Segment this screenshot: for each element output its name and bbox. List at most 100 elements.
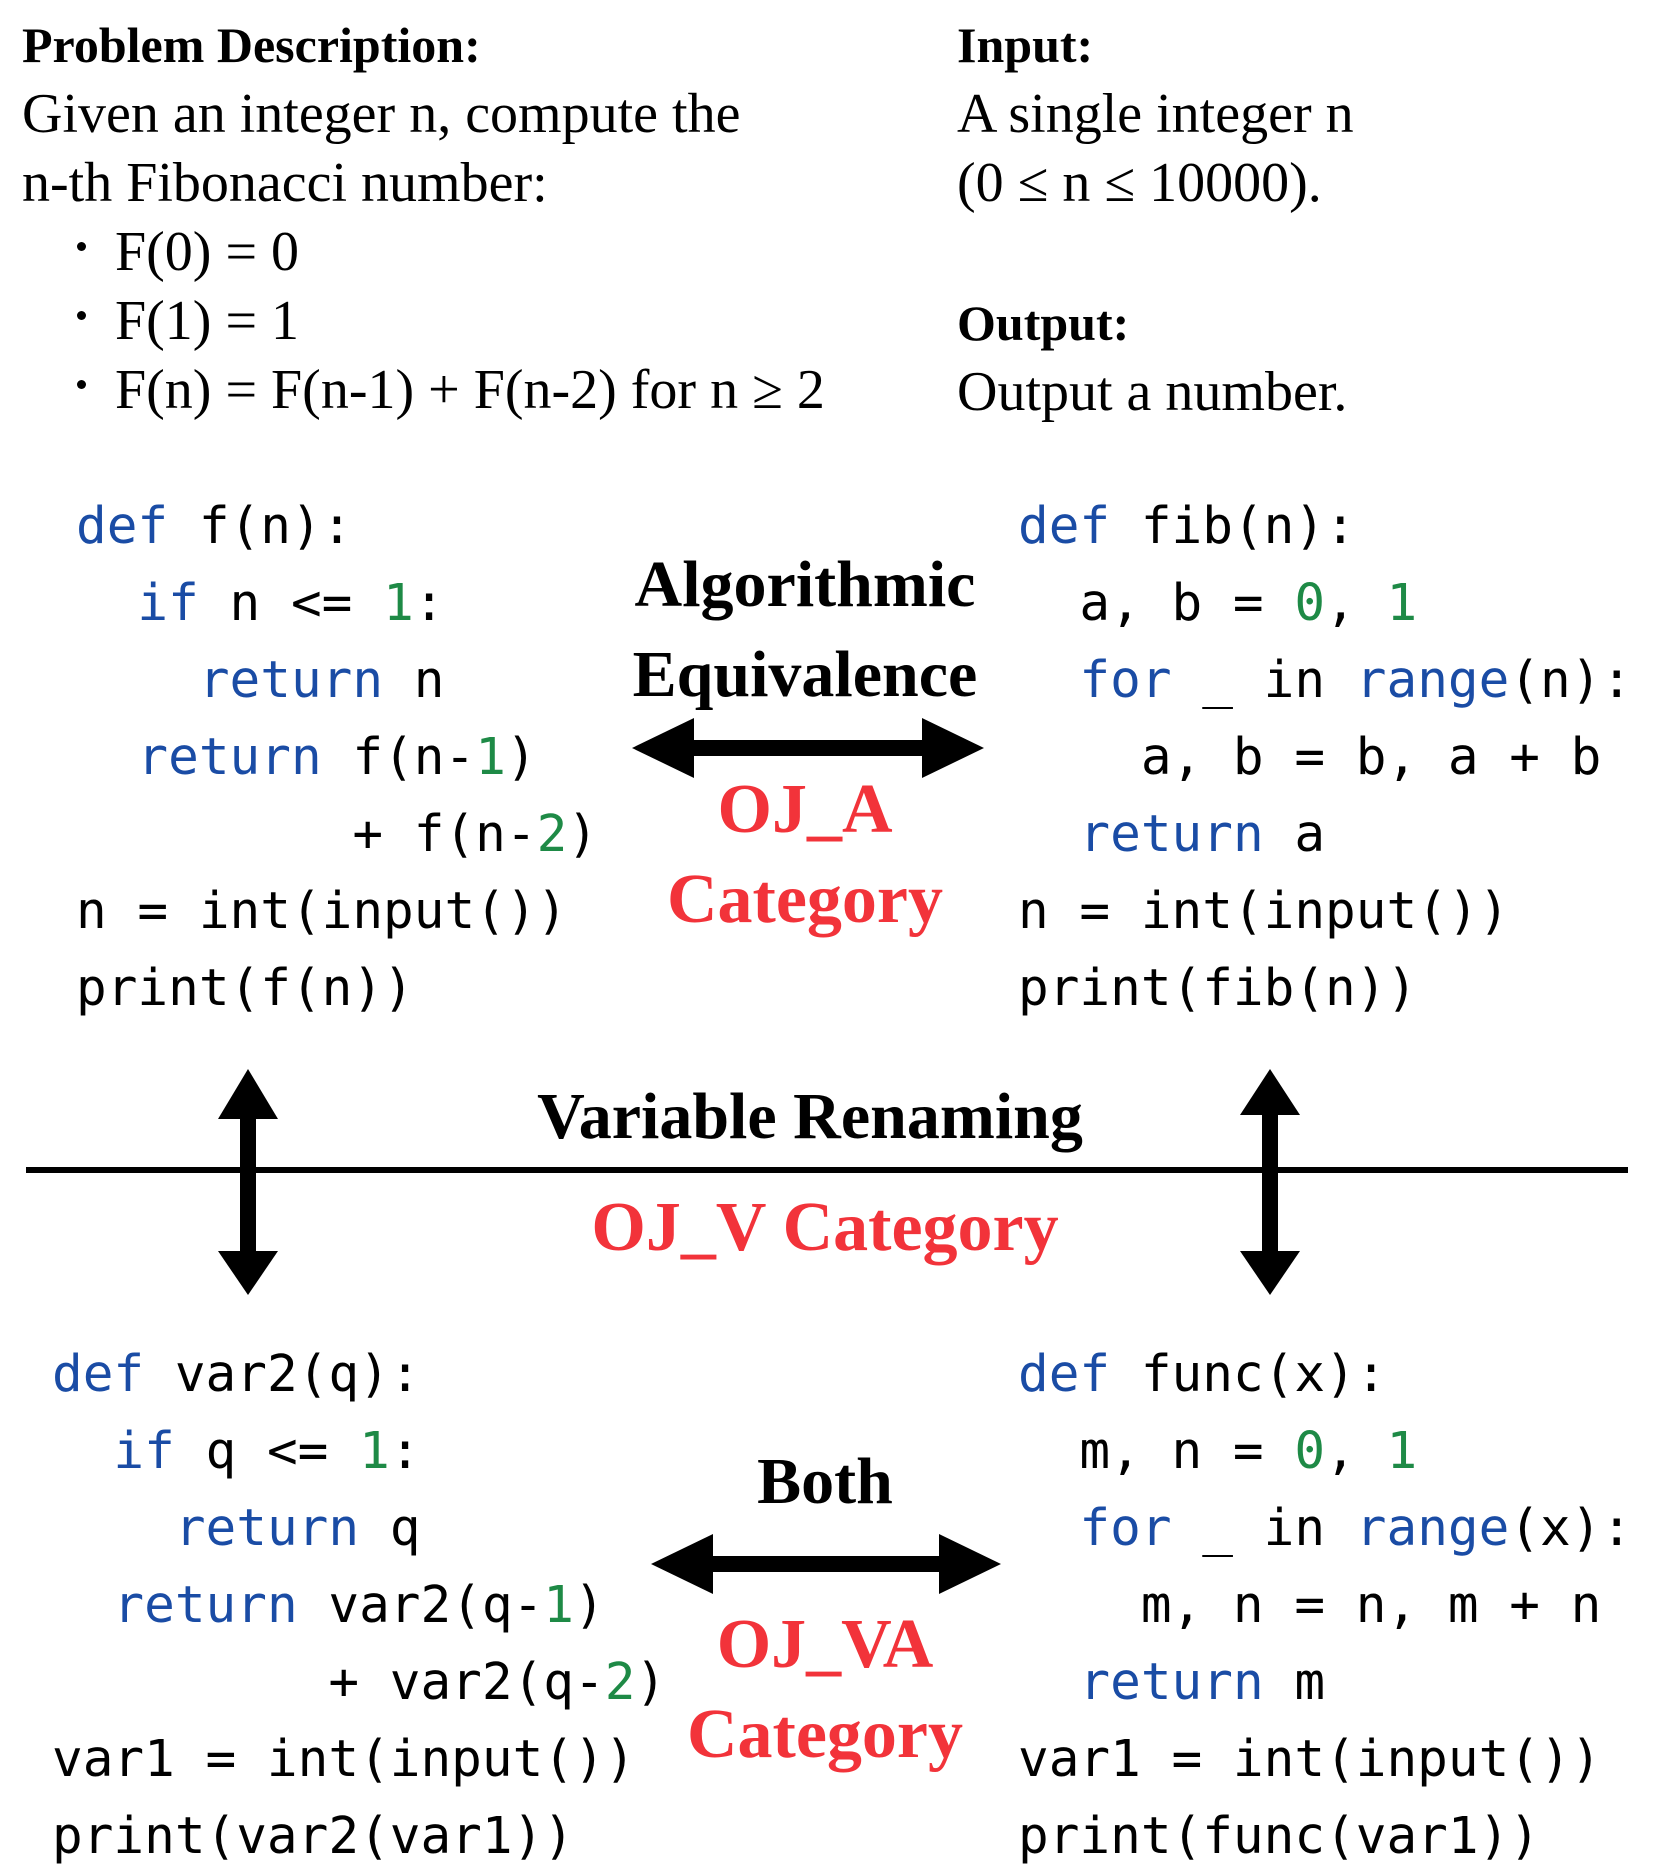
code-text: m, n = n, m + n bbox=[1018, 1576, 1602, 1635]
code-text: func(x): bbox=[1110, 1345, 1387, 1404]
code-keyword: def bbox=[76, 497, 169, 556]
code-line: print(f(n)) bbox=[76, 950, 598, 1027]
algorithmic-equivalence-label-group: Algorithmic Equivalence bbox=[600, 540, 1010, 720]
code-number: 1 bbox=[1386, 574, 1418, 633]
code-text: print(fib(n)) bbox=[1018, 959, 1418, 1018]
code-text: ) bbox=[574, 1576, 605, 1635]
code-line: var1 = int(input()) bbox=[52, 1721, 666, 1798]
code-line: m, n = 0, 1 bbox=[1018, 1413, 1632, 1490]
code-keyword: return bbox=[113, 1576, 298, 1635]
code-text: (n): bbox=[1509, 651, 1633, 710]
code-line: return f(n-1) bbox=[76, 719, 598, 796]
output-heading: Output: bbox=[957, 295, 1130, 351]
code-text: n bbox=[383, 651, 445, 710]
code-line: return q bbox=[52, 1490, 666, 1567]
code-number: 0 bbox=[1294, 574, 1326, 633]
code-text: : bbox=[389, 1422, 421, 1481]
divider-line bbox=[26, 1167, 1628, 1173]
code-line: print(fib(n)) bbox=[1018, 950, 1632, 1027]
code-text: ) bbox=[635, 1653, 667, 1712]
code-text: var1 = int(input()) bbox=[52, 1730, 636, 1789]
code-text: _ in bbox=[1171, 651, 1356, 710]
code-text: var1 = int(input()) bbox=[1018, 1730, 1602, 1789]
bullet-icon bbox=[77, 242, 86, 251]
oj-va-label-line-1: OJ_VA bbox=[716, 1606, 934, 1683]
code-line: def var2(q): bbox=[52, 1336, 666, 1413]
oj-a-label-line-2: Category bbox=[666, 861, 943, 938]
oj-va-label-line-2: Category bbox=[686, 1696, 963, 1773]
code-text: , bbox=[1325, 574, 1387, 633]
code-line: for _ in range(n): bbox=[1018, 642, 1632, 719]
oj-a-label-line-1: OJ_A bbox=[717, 771, 893, 848]
problem-line-2: n-th Fibonacci number: bbox=[22, 152, 548, 214]
code-keyword: range bbox=[1355, 651, 1510, 710]
input-line-1: A single integer n bbox=[957, 83, 1354, 145]
problem-heading: Problem Description: bbox=[22, 17, 481, 73]
code-line: print(func(var1)) bbox=[1018, 1798, 1632, 1875]
code-text: f(n- bbox=[321, 728, 476, 787]
code-keyword: return bbox=[137, 728, 322, 787]
code-block-iterative-original: def fib(n): a, b = 0, 1 for _ in range(n… bbox=[1018, 488, 1632, 1027]
code-line: def f(n): bbox=[76, 488, 598, 565]
double-arrow-vertical-icon bbox=[1240, 1069, 1300, 1295]
code-text: print(func(var1)) bbox=[1018, 1807, 1540, 1866]
code-block-recursive-renamed: def var2(q): if q <= 1: return q return … bbox=[52, 1336, 666, 1875]
bullet-icon bbox=[77, 380, 86, 389]
code-line: return m bbox=[1018, 1644, 1632, 1721]
code-line: if n <= 1: bbox=[76, 565, 598, 642]
code-line: a, b = 0, 1 bbox=[1018, 565, 1632, 642]
code-number: 1 bbox=[543, 1576, 575, 1635]
code-text: : bbox=[413, 574, 445, 633]
code-number: 1 bbox=[383, 574, 414, 633]
algorithmic-label-line-1: Algorithmic bbox=[634, 548, 976, 621]
code-keyword: range bbox=[1355, 1499, 1510, 1558]
code-number: 1 bbox=[359, 1422, 390, 1481]
code-text: (x): bbox=[1509, 1499, 1633, 1558]
code-line: return a bbox=[1018, 796, 1632, 873]
bullet-icon bbox=[77, 311, 86, 320]
code-text: q <= bbox=[174, 1422, 360, 1481]
code-keyword: return bbox=[198, 651, 384, 710]
code-line: n = int(input()) bbox=[1018, 873, 1632, 950]
code-text: _ in bbox=[1171, 1499, 1356, 1558]
code-line: n = int(input()) bbox=[76, 873, 598, 950]
double-arrow-horizontal-icon bbox=[632, 718, 984, 778]
bullet-text: F(1) = 1 bbox=[115, 290, 300, 352]
code-number: 1 bbox=[1386, 1422, 1418, 1481]
fibonacci-definition-list: F(0) = 0 F(1) = 1 F(n) = F(n-1) + F(n-2)… bbox=[77, 221, 825, 431]
code-line: def func(x): bbox=[1018, 1336, 1632, 1413]
code-keyword: if bbox=[137, 574, 199, 633]
oj-v-category-label: OJ_V Category bbox=[591, 1189, 1059, 1266]
code-line: return n bbox=[76, 642, 598, 719]
code-text: + f(n- bbox=[76, 805, 537, 864]
bullet-text: F(0) = 0 bbox=[115, 221, 300, 283]
both-label: Both bbox=[757, 1445, 893, 1518]
code-line: for _ in range(x): bbox=[1018, 1490, 1632, 1567]
code-keyword: if bbox=[113, 1422, 175, 1481]
double-arrow-horizontal-icon bbox=[651, 1534, 1001, 1594]
code-text: a, b = bbox=[1018, 574, 1295, 633]
oj-va-category-label-group: OJ_VA Category bbox=[640, 1600, 1010, 1780]
code-line: def fib(n): bbox=[1018, 488, 1632, 565]
code-line: print(var2(var1)) bbox=[52, 1798, 666, 1875]
code-line: return var2(q-1) bbox=[52, 1567, 666, 1644]
code-text: var2(q): bbox=[144, 1345, 421, 1404]
code-line: a, b = b, a + b bbox=[1018, 719, 1632, 796]
algorithmic-label-line-2: Equivalence bbox=[632, 638, 978, 711]
code-text: print(f(n)) bbox=[76, 959, 414, 1018]
variable-renaming-label: Variable Renaming bbox=[537, 1080, 1083, 1153]
code-keyword: for bbox=[1079, 651, 1172, 710]
problem-line-1: Given an integer n, compute the bbox=[22, 83, 741, 145]
code-text: n <= bbox=[198, 574, 384, 633]
code-keyword: def bbox=[1018, 497, 1111, 556]
code-text: n = int(input()) bbox=[76, 882, 568, 941]
code-text: print(var2(var1)) bbox=[52, 1807, 574, 1866]
code-text: a, b = b, a + b bbox=[1018, 728, 1602, 787]
input-heading: Input: bbox=[957, 17, 1094, 73]
code-keyword: return bbox=[174, 1499, 360, 1558]
bullet-item: F(1) = 1 bbox=[77, 290, 825, 362]
code-keyword: return bbox=[1079, 1653, 1264, 1712]
code-number: 2 bbox=[604, 1653, 636, 1712]
code-block-recursive-original: def f(n): if n <= 1: return n return f(n… bbox=[76, 488, 598, 1027]
